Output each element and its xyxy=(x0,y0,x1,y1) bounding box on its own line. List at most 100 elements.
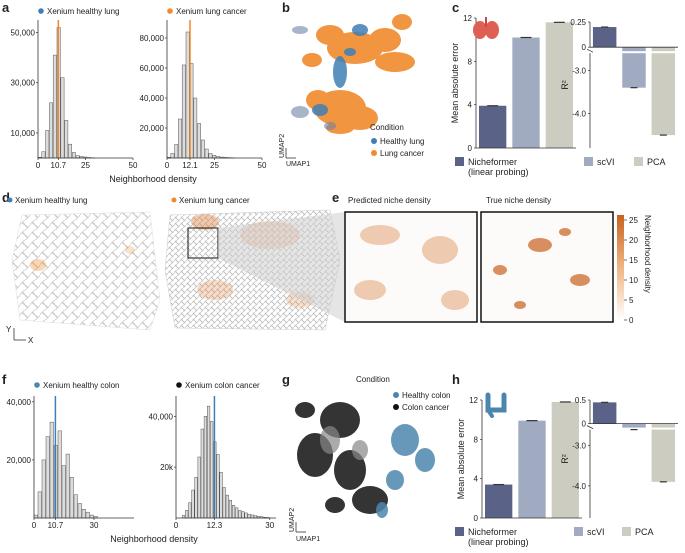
hist-title-a1: Xenium healthy lung xyxy=(47,7,120,16)
hist-xtick-label-a2: 50 xyxy=(258,161,267,170)
hist-title-f2: Xenium colon cancer xyxy=(185,381,260,390)
axis-break-h2 xyxy=(587,426,593,429)
hist-bar-a2 xyxy=(171,154,174,159)
hist-bar-f2 xyxy=(251,515,254,518)
hist-bar-f2 xyxy=(232,505,235,518)
umap-colon-cluster-blue xyxy=(376,424,435,518)
ylabel-h2: R² xyxy=(560,454,570,464)
bar-c2-0 xyxy=(593,27,616,47)
hist-bar-f1 xyxy=(86,512,90,518)
hist-xtick-label-a1: 0 xyxy=(36,161,41,170)
hist-bar-a1 xyxy=(46,130,49,158)
hist-xtick-label-a2: 12.1 xyxy=(182,161,198,170)
hist-bar-a1 xyxy=(53,55,56,158)
hist-bar-f2 xyxy=(245,513,248,518)
hist-bar-a1 xyxy=(49,103,52,158)
ytick-label-h2: -3.0 xyxy=(572,442,586,451)
ytick-label-c1: 4 xyxy=(468,101,473,110)
hist-bar-a2 xyxy=(197,124,200,159)
hist-bar-f2 xyxy=(226,495,229,518)
hist-bar-a2 xyxy=(194,98,197,158)
umap-colon-legend-title: Condition xyxy=(356,375,390,384)
legend-swatch-scvi-h xyxy=(574,527,583,536)
bar-h1-1 xyxy=(518,421,545,518)
ytick-label-c2: 0.25 xyxy=(570,18,586,27)
hist-bar-f2 xyxy=(195,477,198,518)
hist-bar-f2 xyxy=(248,514,251,518)
hist-xtick-label-f2: 0 xyxy=(174,521,179,530)
ytick-label-h1: 12 xyxy=(469,396,478,405)
hist-bar-f1 xyxy=(70,477,74,518)
hist-bar-f1 xyxy=(66,454,70,518)
hist-bar-f1 xyxy=(38,492,42,518)
hist-ytick-label-f1: 20,000 xyxy=(7,456,32,465)
hist-bar-a2 xyxy=(205,149,208,158)
hist-ytick-label-a2: 60,000 xyxy=(140,64,165,73)
hist-ytick-label-a1: 30,000 xyxy=(11,79,36,88)
hist-ytick-label-f1: 40,000 xyxy=(7,398,32,407)
colorbar-tick-label: 15 xyxy=(629,256,638,265)
hist-bar-a2 xyxy=(209,154,212,159)
colorbar-tick-label: 20 xyxy=(629,236,638,245)
umap-colon-axis-x-label: UMAP1 xyxy=(296,536,320,543)
niche-density-maps: Predicted niche density True niche densi… xyxy=(345,196,652,325)
hist-title-f1: Xenium healthy colon xyxy=(43,381,120,390)
hist-bar-a2 xyxy=(182,65,185,158)
ytick-label-h1: 8 xyxy=(474,435,479,444)
legend-dot-colon-cancer xyxy=(393,404,399,410)
legend-dot-a2 xyxy=(167,8,173,14)
hist-xtick-label-f2: 30 xyxy=(265,521,274,530)
hist-bar-f2 xyxy=(198,457,201,518)
hist-xtick-label-a1: 10.7 xyxy=(51,161,67,170)
colorbar-label: Neighborhood density xyxy=(643,215,652,293)
colorbar-tick-label: 0 xyxy=(629,316,634,325)
hist-bar-f2 xyxy=(189,503,192,518)
legend-swatch-nicheformer-h xyxy=(455,527,464,536)
legend-dot-healthy-colon xyxy=(393,392,399,398)
bar-top-c2-2 xyxy=(652,47,675,51)
hist-xlabel-f1: Neighborhood density xyxy=(110,534,198,544)
hist-xtick-label-f2: 12.3 xyxy=(207,521,223,530)
ytick-label-h2: -4.0 xyxy=(572,482,586,491)
bar-top-h2-1 xyxy=(622,424,645,428)
hist-bar-f2 xyxy=(242,512,245,518)
hist-bar-f2 xyxy=(239,510,242,518)
legend-methods-colon: Nicheformer(linear probing) scVI PCA xyxy=(455,527,654,547)
bar-chart-lung-r2: 0.250-3.0-4.0R² xyxy=(560,18,678,148)
legend-label-scvi-h: scVI xyxy=(587,527,605,537)
umap-lung-axis-x-label: UMAP1 xyxy=(286,161,310,168)
hist-xtick-label-a2: 25 xyxy=(210,161,219,170)
tissue-axis-y: Y xyxy=(6,325,12,334)
hist-title-a2: Xenium lung cancer xyxy=(176,7,247,16)
hist-bar-a1 xyxy=(68,144,71,158)
panel-label-d: d xyxy=(2,190,10,205)
lung-icon xyxy=(473,17,499,39)
hist-xtick-label-f1: 10.7 xyxy=(48,521,64,530)
bar-top-h2-2 xyxy=(652,424,675,428)
legend-dot-lung-cancer-d xyxy=(172,198,177,203)
legend-dot-a1 xyxy=(38,8,44,14)
panel-label-f: f xyxy=(2,372,7,387)
panel-label-g: g xyxy=(282,372,290,387)
hist-ytick-label-a2: 20,000 xyxy=(140,124,165,133)
niche-title-predicted: Predicted niche density xyxy=(348,196,431,205)
hist-xtick-label-a1: 25 xyxy=(81,161,90,170)
ytick-label-c1: 12 xyxy=(463,14,472,23)
hist-xtick-label-a1: 50 xyxy=(129,161,138,170)
hist-ytick-label-f2: 40,000 xyxy=(149,412,174,421)
hist-xtick-label-f1: 30 xyxy=(90,521,99,530)
ytick-label-h1: 0 xyxy=(474,514,479,523)
hist-bar-a2 xyxy=(186,32,189,158)
panel-label-b: b xyxy=(282,0,290,15)
ytick-label-c2: -4.0 xyxy=(572,110,586,119)
legend-swatch-scvi xyxy=(584,157,593,166)
hist-bar-f1 xyxy=(90,515,94,518)
hist-bar-f2 xyxy=(192,490,195,518)
umap-colon-axis-y-label: UMAP2 xyxy=(289,508,296,532)
hist-bar-f2 xyxy=(223,488,226,519)
hist-bar-a2 xyxy=(213,155,216,158)
